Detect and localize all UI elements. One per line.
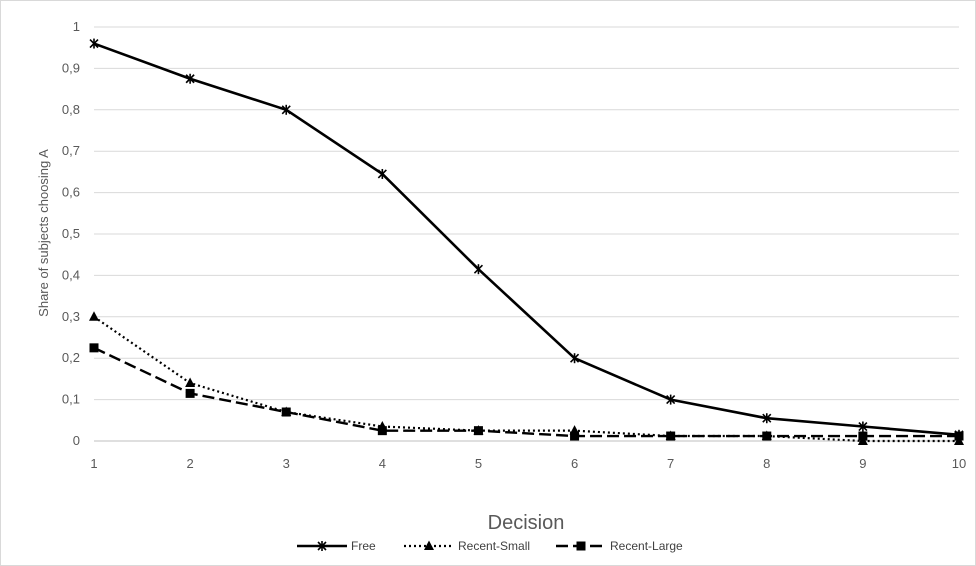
y-tick-label: 0,5 [62,226,80,241]
legend-marker [424,540,434,550]
data-point [570,431,580,441]
x-tick-label: 1 [90,456,97,471]
data-point [665,430,676,441]
x-tick-label: 8 [763,456,770,471]
legend-marker [317,541,327,551]
y-tick-label: 0 [73,433,80,448]
series-line [93,346,959,438]
data-point [377,421,388,431]
data-point [762,413,772,424]
data-point [281,406,292,417]
x-tick-label: 7 [667,456,674,471]
legend-item: Recent-Large [556,539,683,553]
legend-marker [576,541,586,551]
series-line [93,315,959,443]
series-free [89,38,964,440]
y-axis-title: Share of subjects choosing A [36,149,51,317]
x-axis-title: Decision [488,512,565,534]
data-point [954,429,964,440]
x-tick-label: 5 [475,456,482,471]
x-tick-label: 10 [952,456,966,471]
y-tick-label: 0,7 [62,143,80,158]
series-line [93,42,960,437]
legend-item: Recent-Small [404,539,530,553]
y-tick-label: 0,2 [62,350,80,365]
data-point [377,168,387,179]
data-point [473,425,484,435]
y-tick-label: 0,9 [62,60,80,75]
legend-label: Recent-Small [458,539,530,553]
data-point [857,435,868,445]
gridlines [94,26,959,401]
y-tick-label: 0,1 [62,392,80,407]
y-tick-label: 0,6 [62,185,80,200]
y-tick-label: 0,4 [62,267,80,282]
series-recent-small [89,311,964,445]
series-lines [89,38,964,445]
data-point [89,343,99,353]
data-point [569,425,580,435]
y-tick-label: 0,3 [62,309,80,324]
data-point [89,311,99,321]
data-point [666,394,676,405]
y-tick-label: 1 [73,19,80,34]
data-point [473,264,484,275]
data-point [89,38,99,49]
y-tick-label: 0,8 [62,102,80,117]
data-point [569,353,580,364]
data-point [185,73,195,84]
x-tick-label: 4 [379,456,386,471]
data-point [761,430,772,441]
data-point [185,388,195,398]
legend-label: Recent-Large [610,539,683,553]
x-tick-label: 9 [859,456,866,471]
x-tick-label: 3 [283,456,290,471]
x-tick-label: 6 [571,456,578,471]
axis-labels: 0 0,1 0,2 0,3 0,4 0,5 0,6 0,7 0,8 0,9 1 1 2 3 4 5 6 7 8 9 10 [62,19,966,471]
data-point [185,377,196,388]
legend-label: Free [351,539,376,553]
x-tick-label: 2 [186,456,193,471]
legend-item: Free [297,539,376,553]
data-point [954,435,964,445]
data-point [858,421,868,432]
data-point [281,104,291,115]
data-point [377,426,387,436]
legend: Free Recent-Small Recent-Large [297,539,683,553]
